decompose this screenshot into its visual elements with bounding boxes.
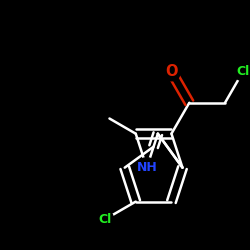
- Text: Cl: Cl: [98, 213, 112, 226]
- Circle shape: [96, 210, 114, 228]
- Text: NH: NH: [136, 161, 157, 174]
- Circle shape: [234, 63, 250, 81]
- Circle shape: [137, 158, 157, 178]
- Circle shape: [162, 63, 180, 81]
- Text: Cl: Cl: [236, 65, 250, 78]
- Text: O: O: [165, 64, 178, 79]
